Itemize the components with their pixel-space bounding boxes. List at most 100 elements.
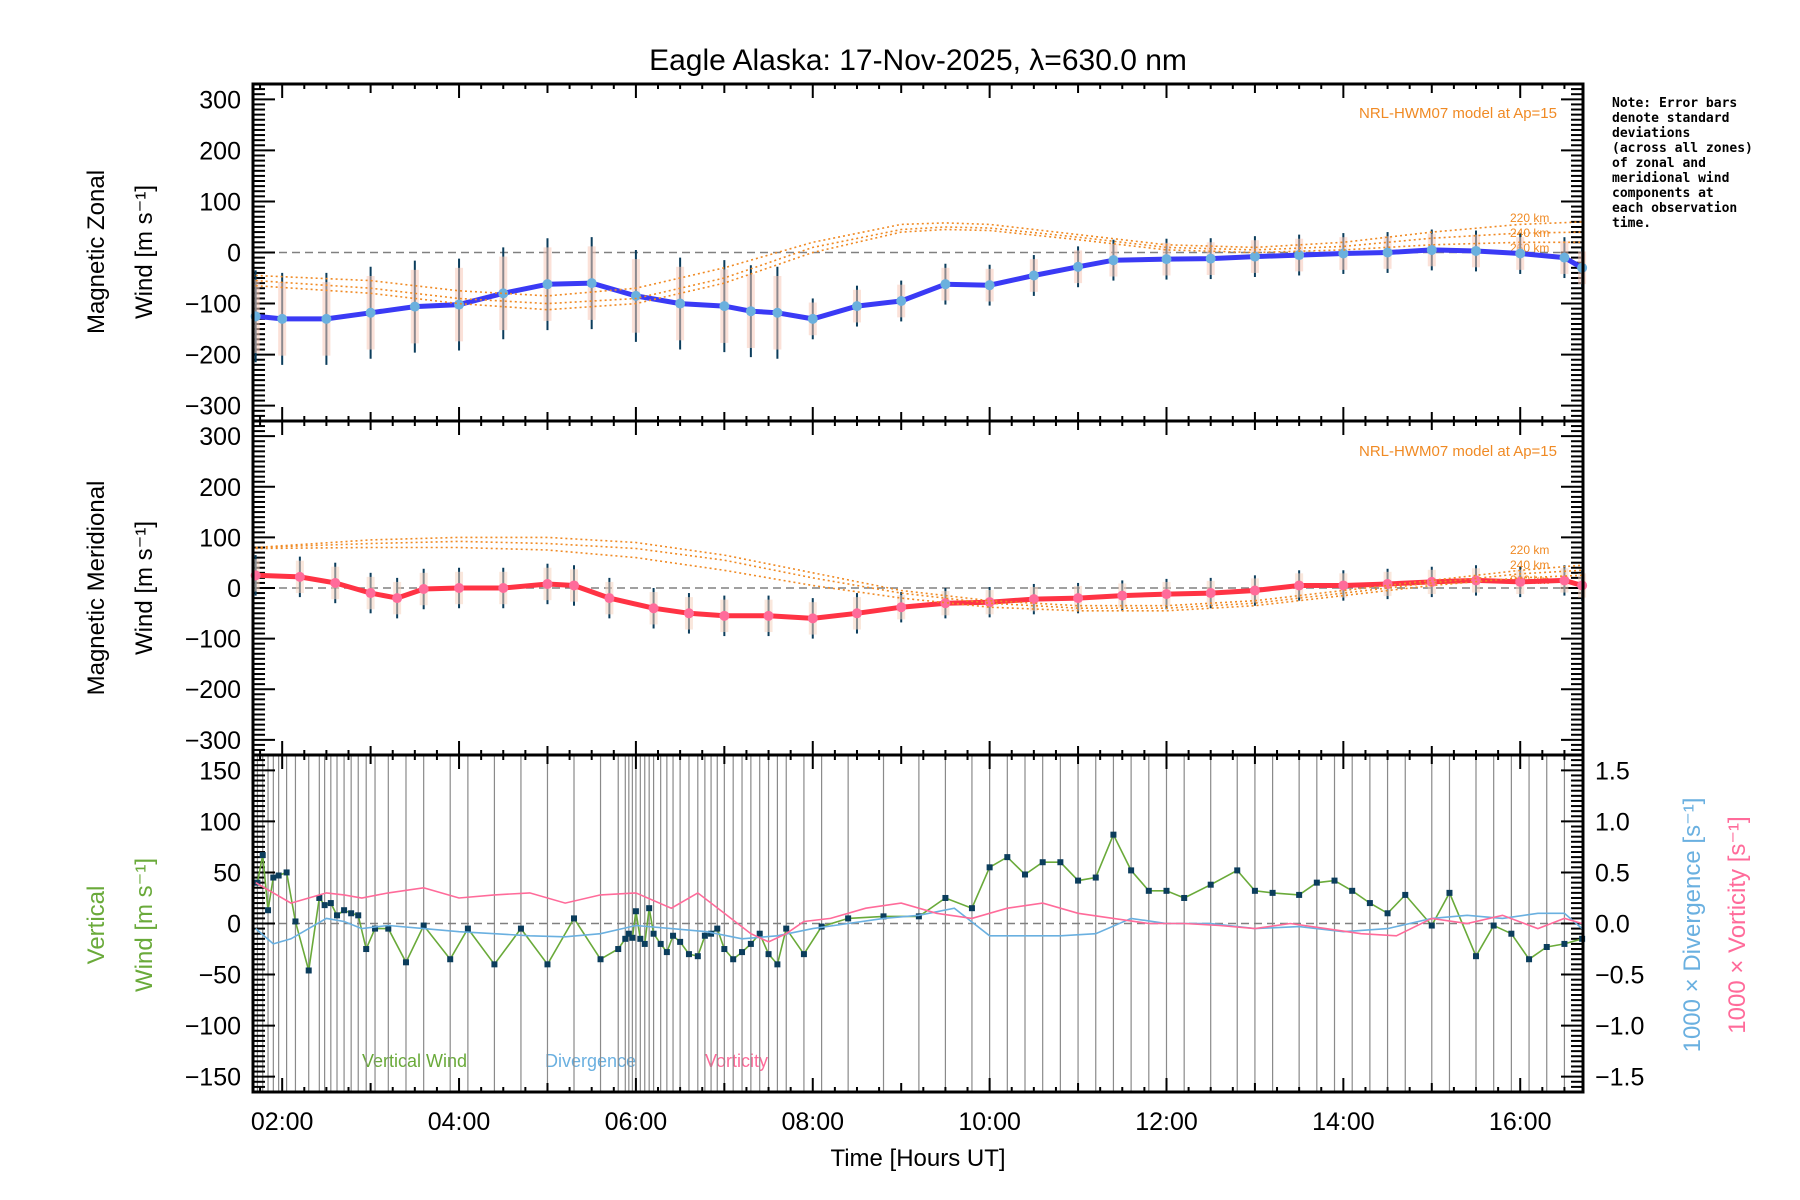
data-point — [294, 571, 305, 582]
data-point — [586, 278, 597, 289]
vertical-wind-point — [663, 949, 670, 956]
x-tick-label: 14:00 — [1312, 1108, 1375, 1136]
vertical-wind-point — [348, 910, 355, 917]
data-point — [1294, 250, 1305, 261]
data-point — [1108, 255, 1119, 266]
data-point — [498, 583, 509, 593]
y-tick-label: −300 — [185, 393, 241, 421]
vertical-wind-point — [721, 946, 728, 953]
data-point — [1338, 580, 1349, 591]
y-tick-label: −50 — [199, 962, 241, 990]
vertical-wind-point — [1145, 887, 1152, 894]
divergence-axis-label: 1000 × Divergence [s⁻¹] — [1679, 798, 1706, 1053]
data-point — [1559, 575, 1570, 586]
vertical-wind-point — [1207, 881, 1214, 888]
y-tick-label-right: 0.5 — [1595, 859, 1630, 887]
vertical-wind-point — [880, 913, 887, 920]
y-tick-label: 0 — [227, 240, 241, 268]
data-point — [896, 602, 907, 613]
legend-vertical-wind: Vertical Wind — [362, 1051, 467, 1071]
data-point — [851, 608, 862, 619]
vertical-wind-point — [1428, 922, 1435, 929]
y-tick-label: 100 — [199, 188, 241, 216]
chart-title: Eagle Alaska: 17-Nov-2025, λ=630.0 nm — [649, 44, 1187, 77]
data-point — [1117, 590, 1128, 601]
hwm07-260-km-line — [255, 546, 1583, 612]
vertical-wind-point — [1561, 940, 1568, 947]
vertical-wind-point — [571, 915, 578, 922]
data-point — [896, 296, 907, 307]
vertical-wind-point — [1039, 859, 1046, 866]
y-tick-label: 0 — [227, 911, 241, 939]
legend-divergence: Divergence — [545, 1051, 636, 1071]
vertical-wind-point — [615, 946, 622, 953]
note-line: deviations — [1612, 126, 1691, 141]
note-line: meridional wind — [1612, 171, 1730, 186]
vertical-wind-point — [1366, 900, 1373, 907]
y-tick-label: 0 — [227, 575, 241, 603]
vertical-wind-point — [1092, 874, 1099, 881]
data-point — [1028, 270, 1039, 281]
vertical-wind-point — [1234, 867, 1241, 874]
vertical-wind-point — [1526, 956, 1533, 963]
vertical-wind-point — [968, 905, 975, 912]
y-tick-label: −100 — [185, 1013, 241, 1041]
vorticity-axis-label: 1000 × Vorticity [s⁻¹] — [1724, 816, 1751, 1033]
vertical-wind-point — [637, 935, 644, 942]
vertical-wind-point — [1543, 943, 1550, 950]
y-tick-label-right: −1.5 — [1595, 1064, 1644, 1092]
data-point — [763, 610, 774, 621]
vertical-wind-point — [327, 900, 334, 907]
vertical-wind-point — [915, 913, 922, 920]
vertical-wind-point — [254, 879, 261, 886]
data-point — [1205, 253, 1216, 264]
y-tick-label: 200 — [199, 474, 241, 502]
top-ylabel-1: Magnetic Zonal — [83, 170, 110, 334]
vertical-wind-point — [765, 951, 772, 958]
vertical-wind-point — [701, 932, 708, 939]
vertical-wind-point — [363, 946, 370, 953]
note-line: (across all zones) — [1612, 141, 1753, 156]
vertical-wind-point — [1163, 887, 1170, 894]
vertical-wind-point — [783, 925, 790, 932]
vertical-wind-point — [355, 912, 362, 919]
data-point — [1028, 594, 1039, 605]
x-tick-label: 02:00 — [251, 1108, 314, 1136]
data-point — [498, 288, 509, 299]
y-tick-label-right: −1.0 — [1595, 1013, 1644, 1041]
note-line: components at — [1612, 186, 1714, 201]
data-point — [984, 280, 995, 291]
vertical-wind-point — [625, 930, 632, 937]
vertical-wind-point — [1296, 891, 1303, 898]
hwm07-220-km-line — [255, 536, 1583, 607]
x-tick-label: 10:00 — [958, 1108, 1021, 1136]
y-tick-label: −300 — [185, 727, 241, 755]
vertical-wind-point — [305, 967, 312, 974]
y-tick-label-right: 1.5 — [1595, 757, 1630, 785]
vertical-wind-point — [677, 938, 684, 945]
vertical-wind-point — [714, 925, 721, 932]
vertical-wind-point — [402, 959, 409, 966]
x-tick-label: 08:00 — [781, 1108, 844, 1136]
hwm07-220-km-line — [255, 221, 1583, 297]
vertical-wind-point — [1331, 877, 1338, 884]
legend-vorticity: Vorticity — [705, 1051, 768, 1071]
hwm07-240-km-line — [255, 540, 1583, 610]
vertical-wind-point — [464, 925, 471, 932]
vertical-wind-point — [283, 869, 290, 876]
vertical-wind-point — [986, 864, 993, 871]
data-point — [1073, 593, 1084, 604]
vertical-wind-point — [739, 949, 746, 956]
vertical-wind-point — [1181, 894, 1188, 901]
data-point — [1382, 247, 1393, 258]
data-point — [772, 307, 783, 318]
vertical-wind-point — [800, 951, 807, 958]
data-point — [454, 583, 465, 593]
vertical-wind-point — [685, 951, 692, 958]
vertical-wind-point — [341, 907, 348, 914]
data-point — [648, 603, 659, 614]
vertical-wind-point — [708, 930, 715, 937]
vertical-wind-point — [747, 940, 754, 947]
data-point — [1205, 588, 1216, 599]
vertical-wind-point — [334, 912, 341, 919]
